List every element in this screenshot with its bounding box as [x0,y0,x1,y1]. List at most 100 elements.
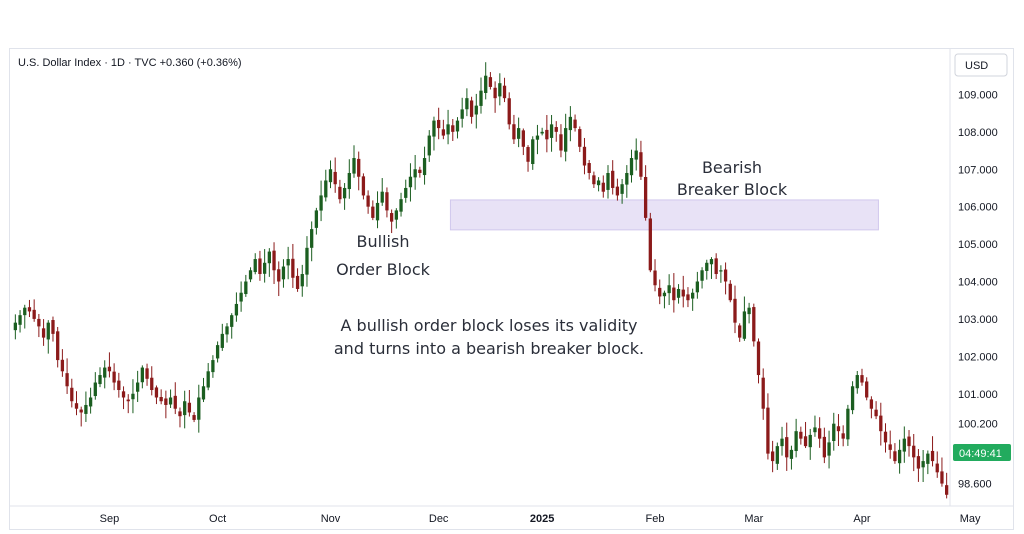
candle-body [357,158,361,177]
candle [380,178,384,206]
candle-body [714,258,718,275]
candle [277,261,281,297]
candle-body [883,431,888,443]
candle-body [686,294,690,301]
candle-body [154,387,159,398]
candle [507,92,511,130]
candle-body [719,270,723,272]
candle [135,370,140,402]
candle-body [643,176,648,218]
candle-body [206,371,210,388]
candle-body [488,77,493,87]
candle-body [879,415,883,432]
candle-body [479,90,483,106]
candle-body [215,345,220,359]
candle [484,62,488,100]
candle-body [32,309,36,319]
candle-body [310,229,314,248]
candle [324,169,328,202]
candle-body [902,438,906,452]
candle [752,303,756,347]
candle-body [756,341,761,376]
candle-body [780,438,784,447]
candle-body [770,451,775,462]
candle-body [766,407,770,454]
candle-body [225,326,229,335]
candle [813,415,817,437]
candle [808,428,812,460]
y-tick-label: 100.200 [958,419,998,431]
candle-body [930,450,935,462]
candle-body [150,377,154,391]
candle-body [865,381,869,398]
candle-body [662,292,667,297]
candle [338,179,342,204]
candle [211,355,215,378]
currency-button-box[interactable] [954,53,1008,77]
candle-body [239,292,243,302]
candle-body [319,195,323,211]
candle-body [187,402,192,413]
x-tick-label: 2025 [530,513,554,525]
candle [869,396,874,419]
candle-body [926,453,930,464]
candle-body [74,403,79,409]
candle [281,259,286,288]
candle [573,114,577,132]
candle-body [347,172,351,190]
candle-body [446,124,450,135]
candle-body [60,359,65,372]
candle-body [808,434,812,448]
candle-body [526,147,530,162]
candle [305,236,309,287]
candle [502,77,507,103]
candle-body [634,150,638,160]
candle [206,363,210,391]
candle [865,377,869,401]
candle [681,275,685,308]
candle-body [897,449,902,464]
currency-button-label[interactable]: USD [965,60,988,72]
candle [742,296,747,341]
candle [709,257,714,279]
candle-body [121,391,126,398]
currency-button[interactable]: USD [954,53,1008,77]
candle [131,379,135,414]
candle [258,250,262,281]
candle [700,267,704,289]
y-tick-label: 98.600 [958,479,992,491]
candle [404,179,408,203]
candle [225,323,229,343]
annotation-text: Bearish [702,158,762,177]
y-tick-label: 104.000 [958,277,998,289]
candle-body [244,281,248,295]
candle [488,72,493,90]
price-chart[interactable]: 109.000 108.000 107.000 106.000 105.000 104.0… [10,49,1013,529]
candle-body [691,292,695,299]
candle-body [394,210,398,220]
candle-body [596,180,601,186]
annotation-text: and turns into a bearish breaker block. [334,339,644,358]
candle-body [375,202,380,221]
candle-body [469,100,474,117]
candle-body [258,258,262,275]
annotation-text: Order Block [336,260,431,279]
candle [611,160,615,195]
candle [498,73,502,106]
candle [286,246,290,280]
candle [32,299,36,322]
candle-body [606,172,610,190]
candle [916,449,921,482]
candle-body [747,307,751,315]
candle [695,271,700,299]
candle [168,389,173,408]
candle-body [818,428,822,439]
candle [615,178,620,201]
y-tick-label: 106.000 [958,202,998,214]
candle-body [832,423,836,442]
candle [789,445,794,470]
candle-body [888,444,892,450]
candle-body [535,135,540,140]
candle-body [41,328,46,338]
candle [935,451,939,478]
